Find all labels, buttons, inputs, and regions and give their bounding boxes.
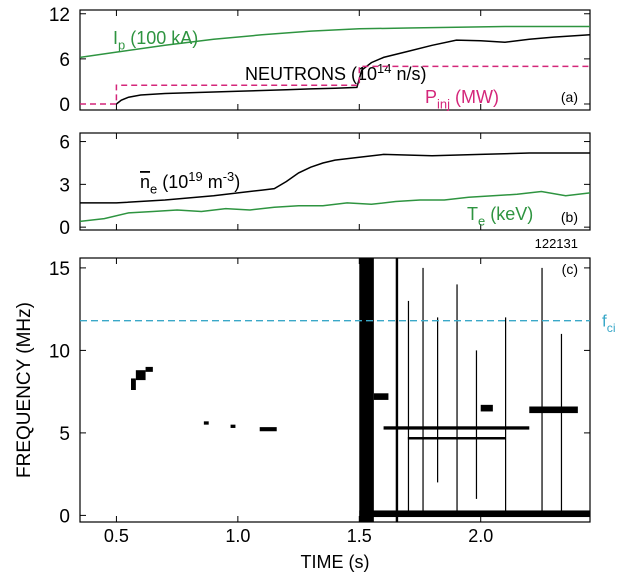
x-tick-label: 1.5 — [347, 526, 372, 546]
label-part: 14 — [377, 61, 391, 76]
label-part: P — [425, 87, 437, 107]
x-tick-label: 1.0 — [225, 526, 250, 546]
spectral-feature — [407, 437, 505, 440]
spectral-feature — [560, 333, 563, 516]
spectral-feature — [383, 426, 530, 430]
label-part: e — [150, 181, 157, 196]
shot-number: 122131 — [535, 236, 578, 251]
label-part: f — [602, 312, 607, 331]
x-tick-label: 0.5 — [104, 526, 129, 546]
plot-frame — [79, 9, 591, 111]
y-tick-label: 6 — [59, 50, 70, 71]
legend-label: NEUTRONS (1014 n/s) — [245, 61, 426, 84]
legend-label: ne (1019 m-3) — [140, 169, 240, 197]
spectral-feature — [135, 370, 146, 381]
spectral-feature — [541, 267, 543, 516]
y-tick-label: 15 — [49, 259, 70, 280]
legend-label: Ip (100 kA) — [113, 28, 198, 52]
spectral-feature — [407, 300, 410, 516]
spectral-feature — [395, 258, 399, 522]
spectral-feature — [475, 350, 478, 499]
panel-label: (a) — [561, 89, 578, 105]
x-tick-label: 2.0 — [468, 526, 493, 546]
y-axis-label: FREQUENCY (MHz) — [14, 302, 35, 478]
series-line — [80, 25, 590, 59]
label-part: (MW) — [450, 87, 499, 107]
plot-frame — [79, 132, 591, 231]
label-part: I — [113, 28, 118, 48]
y-tick-label: 3 — [59, 175, 70, 196]
y-tick-label: 10 — [49, 341, 70, 362]
label-part: ci — [607, 321, 616, 335]
spectral-feature — [359, 258, 374, 522]
spectral-feature — [480, 404, 493, 412]
label-part: p — [118, 37, 125, 52]
plot-frame — [79, 257, 591, 523]
label-part: (10 — [157, 172, 188, 192]
label-part: inj — [437, 96, 450, 111]
y-tick-label: 12 — [49, 5, 70, 26]
label-part: ) — [234, 172, 240, 192]
label-part: (100 kA) — [125, 28, 198, 48]
spectral-feature — [145, 366, 153, 372]
spectral-feature — [422, 267, 424, 516]
label-part: 19 — [188, 169, 202, 184]
reference-label: fci — [602, 312, 616, 335]
spectral-feature — [437, 317, 439, 483]
spectral-feature — [230, 424, 236, 428]
label-part: e — [478, 213, 485, 228]
label-part: (keV) — [485, 204, 533, 224]
spectral-feature — [131, 378, 136, 390]
series-line — [80, 65, 590, 105]
series-line — [80, 190, 590, 223]
spectral-feature — [373, 393, 389, 400]
spectral-feature — [456, 284, 458, 516]
label-part: -3 — [223, 169, 235, 184]
y-tick-label: 0 — [59, 218, 70, 239]
y-tick-label: 5 — [59, 424, 70, 445]
panel-label: (c) — [562, 261, 578, 277]
legend-label: Te (keV) — [467, 204, 533, 228]
y-tick-label: 0 — [59, 506, 70, 527]
label-part: m — [203, 172, 223, 192]
spectral-feature — [359, 510, 590, 518]
y-tick-label: 6 — [59, 133, 70, 154]
series-line — [80, 152, 590, 204]
label-part: n/s) — [391, 64, 426, 84]
spectral-feature — [259, 427, 277, 432]
panel-label: (b) — [561, 209, 578, 225]
spectral-feature — [505, 317, 507, 516]
x-axis-label: TIME (s) — [301, 552, 370, 572]
label-part: NEUTRONS (10 — [245, 64, 377, 84]
y-tick-label: 0 — [59, 95, 70, 116]
series-line — [115, 34, 590, 105]
legend-label: Pinj (MW) — [425, 87, 499, 111]
spectral-feature — [529, 406, 578, 414]
spectral-feature — [203, 421, 209, 425]
label-part: T — [467, 204, 478, 224]
label-part: n — [140, 172, 150, 192]
